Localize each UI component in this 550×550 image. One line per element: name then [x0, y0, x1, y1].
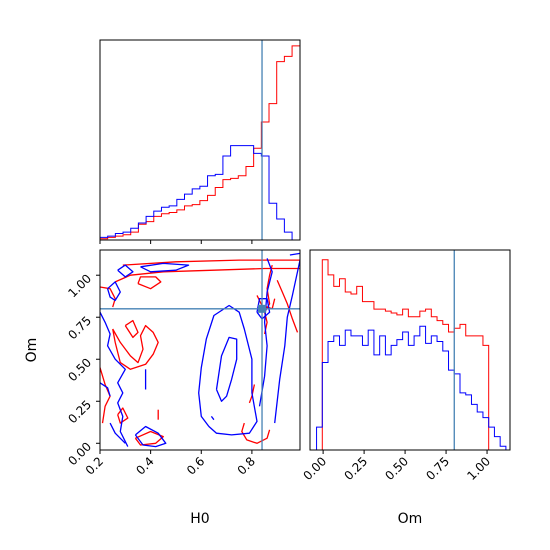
contour-line-red	[100, 286, 116, 308]
hist-Om-series-red	[316, 259, 506, 450]
contour-line-red	[263, 264, 273, 335]
axes-frame	[99, 39, 301, 241]
contour-line-red	[112, 324, 159, 370]
x-tick-label: 0.4	[133, 454, 156, 477]
contour-line-red	[122, 259, 300, 266]
y-tick-label: 0.50	[65, 355, 94, 384]
hist-H0-series-blue	[100, 145, 300, 241]
x-tick-label: 0.8	[235, 454, 258, 477]
contour-line-blue	[117, 264, 134, 278]
contour-line-blue	[256, 298, 271, 320]
axes-frame	[309, 249, 511, 451]
hist-group	[316, 259, 507, 450]
x-tick-label: 0.75	[423, 454, 452, 483]
contour-line-red	[276, 280, 299, 333]
contour-group	[100, 252, 300, 448]
contour-line-blue	[289, 252, 300, 256]
panel-hist-Om: 0.00 0.25 0.50 0.75 1.00 Om	[300, 249, 511, 527]
contour-line-blue	[210, 416, 215, 421]
x-tick-label: 0.00	[300, 454, 329, 483]
hist-Om-series-blue	[316, 325, 507, 450]
contour-line-red	[100, 367, 111, 424]
contour-line-blue	[258, 258, 273, 407]
y-axis-label: Om	[24, 338, 40, 363]
contour-line-blue	[100, 311, 129, 447]
contour-line-blue	[109, 422, 126, 444]
axes-frame	[99, 249, 301, 451]
y-tick-label: 1.00	[65, 271, 94, 300]
contour-line-blue	[140, 262, 190, 273]
y-tick-label: 0.25	[65, 397, 94, 426]
contour-line-blue	[198, 304, 258, 436]
x-axis-label: Om	[398, 511, 423, 527]
contour-line-blue	[100, 382, 111, 397]
contour-line-red	[137, 276, 162, 290]
contour-line-blue	[274, 259, 300, 424]
y-tick-label: 0.75	[65, 313, 94, 342]
contour-line-red	[241, 422, 271, 444]
x-axis-label: H0	[190, 511, 209, 527]
x-tick-label: 1.00	[464, 454, 493, 483]
x-tick-label: 0.6	[184, 454, 207, 477]
x-tick-label: 0.50	[382, 454, 411, 483]
hist-H0-series-red	[100, 45, 300, 240]
panel-hist-H0	[99, 39, 301, 244]
contour-line-blue	[134, 425, 167, 448]
contour-line-blue	[106, 281, 121, 302]
contour-line-blue	[215, 336, 238, 402]
contour-line-red	[124, 319, 139, 339]
x-tick-label: 0.25	[341, 454, 370, 483]
x-tick-label: 0.2	[83, 454, 106, 477]
contour-line-red	[134, 430, 164, 446]
truth-marker	[258, 304, 267, 313]
